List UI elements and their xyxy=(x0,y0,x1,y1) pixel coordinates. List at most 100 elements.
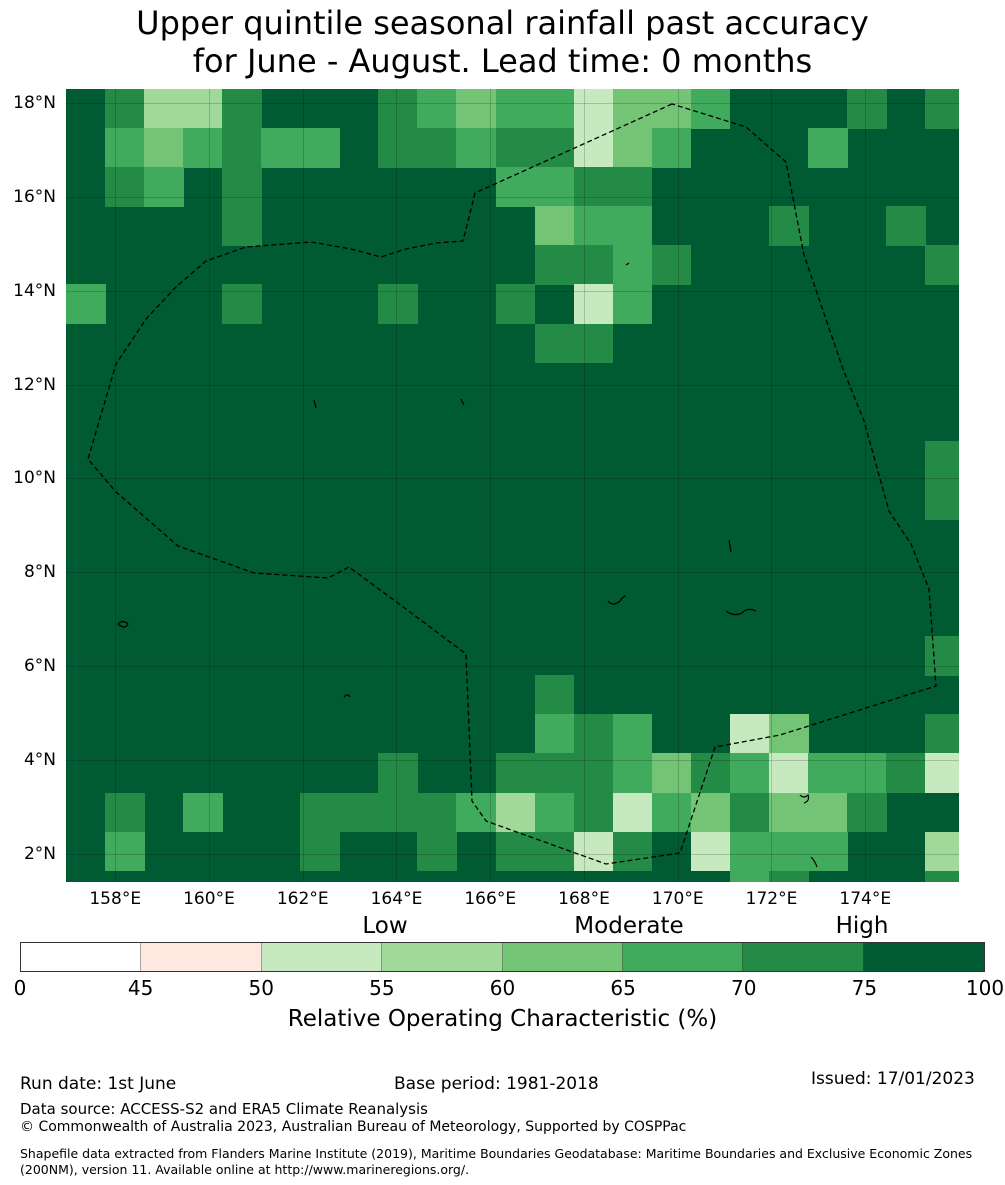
latitude-gridline xyxy=(66,478,959,480)
colorbar-segment xyxy=(622,943,744,971)
colorbar-segment xyxy=(261,943,383,971)
map-cell xyxy=(807,831,848,872)
map-cell xyxy=(807,792,848,833)
map-cell xyxy=(925,440,959,481)
colorbar-tick-label: 100 xyxy=(965,976,1005,1000)
rainfall-accuracy-map xyxy=(66,89,959,882)
map-cell xyxy=(66,284,106,325)
title-line-1: Upper quintile seasonal rainfall past ac… xyxy=(136,4,869,42)
latitude-gridline xyxy=(66,572,959,574)
latitude-gridline xyxy=(66,196,959,198)
map-cell xyxy=(183,128,223,168)
map-cell xyxy=(651,245,692,286)
latitude-label: 10°N xyxy=(13,468,56,489)
map-cell xyxy=(925,870,959,882)
colorbar-tick-label: 50 xyxy=(248,976,274,1000)
latitude-gridline xyxy=(66,760,959,761)
map-cell xyxy=(378,89,419,129)
colorbar-tick-label: 60 xyxy=(489,976,516,1000)
longitude-gridline xyxy=(865,89,867,882)
map-cell xyxy=(768,831,809,872)
map-cell xyxy=(495,831,536,872)
category-high-label: High xyxy=(835,913,889,939)
map-cell xyxy=(846,792,887,833)
island-outline xyxy=(810,856,818,868)
map-cell xyxy=(690,753,731,794)
map-cell xyxy=(573,714,614,755)
map-cell xyxy=(612,245,653,286)
map-cell xyxy=(417,792,458,833)
island-outlines xyxy=(117,262,818,868)
map-cell xyxy=(925,714,959,755)
map-cell xyxy=(886,206,926,246)
map-cell xyxy=(690,89,731,129)
colorbar-segment xyxy=(743,943,864,971)
latitude-label: 8°N xyxy=(23,562,56,583)
longitude-label: 172°E xyxy=(745,889,798,909)
map-cell xyxy=(729,792,770,833)
longitude-gridline xyxy=(396,89,398,882)
map-cell xyxy=(573,245,614,286)
map-cell xyxy=(534,128,575,168)
map-cell xyxy=(768,206,809,246)
map-cell xyxy=(534,89,575,129)
map-cell xyxy=(300,128,340,168)
map-cell xyxy=(105,128,145,168)
map-cell xyxy=(612,284,653,325)
map-cell xyxy=(534,714,575,755)
longitude-label: 166°E xyxy=(464,889,517,909)
colorbar-tick-label: 65 xyxy=(610,976,636,1000)
map-cell xyxy=(222,128,262,168)
colorbar-tick-label: 55 xyxy=(369,976,395,1000)
map-cell xyxy=(612,753,653,794)
map-cell xyxy=(222,284,262,325)
map-cell xyxy=(417,128,458,168)
longitude-gridline xyxy=(771,89,773,882)
map-cell xyxy=(261,128,301,168)
map-cell xyxy=(612,128,653,168)
map-cell xyxy=(573,284,614,325)
map-cell xyxy=(105,89,145,129)
longitude-gridline xyxy=(583,89,585,882)
map-cell xyxy=(925,636,959,676)
map-cell xyxy=(456,128,497,168)
longitude-gridline xyxy=(490,89,492,882)
map-cell xyxy=(651,792,692,833)
eez-boundary-overlay xyxy=(87,103,937,868)
latitude-label: 6°N xyxy=(23,656,56,677)
map-cell xyxy=(612,792,653,833)
shapefile-note: Shapefile data extracted from Flanders M… xyxy=(20,1146,973,1177)
map-cell xyxy=(925,89,959,129)
map-cell xyxy=(222,167,262,207)
map-cell xyxy=(807,753,848,794)
longitude-label: 168°E xyxy=(558,889,610,909)
latitude-gridline xyxy=(66,290,959,292)
map-cell xyxy=(651,89,692,129)
base-period: Base period: 1981-2018 xyxy=(394,1074,599,1094)
map-cell xyxy=(183,792,223,833)
longitude-label: 160°E xyxy=(183,889,235,909)
colorbar-segment xyxy=(141,943,262,971)
map-cell xyxy=(534,323,575,364)
island-outline xyxy=(799,793,810,804)
map-cell xyxy=(768,714,809,755)
map-cell xyxy=(144,167,184,207)
map-cell xyxy=(495,792,536,833)
map-cell xyxy=(222,206,262,246)
map-cell xyxy=(690,792,731,833)
category-low-label: Low xyxy=(362,913,408,939)
longitude-label: 170°E xyxy=(651,889,704,909)
map-cell xyxy=(378,753,419,794)
map-cell xyxy=(105,792,145,833)
map-cell xyxy=(495,753,536,794)
map-cell xyxy=(573,128,614,168)
map-cell xyxy=(339,792,379,833)
latitude-gridline xyxy=(66,103,959,105)
map-cell xyxy=(105,167,145,207)
colorbar xyxy=(20,942,985,972)
colorbar-tick-label: 0 xyxy=(13,976,27,1000)
map-cell xyxy=(651,753,692,794)
map-cell xyxy=(729,870,770,882)
map-cell xyxy=(534,245,575,286)
category-moderate-label: Moderate xyxy=(574,913,684,939)
